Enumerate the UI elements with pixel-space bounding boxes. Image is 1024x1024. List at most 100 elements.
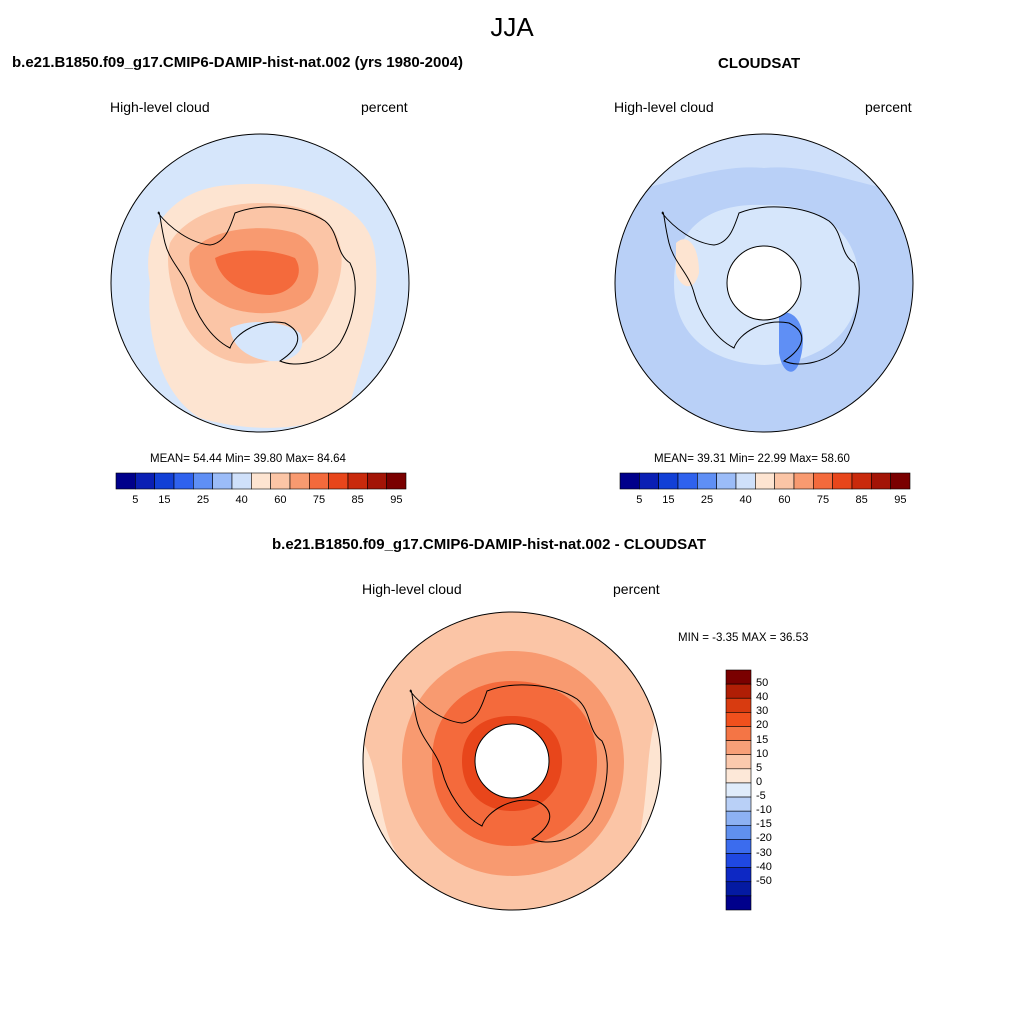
colorbar-swatch (193, 472, 213, 490)
colorbar-swatch (270, 472, 291, 490)
colorbar-tick-label: 85 (351, 494, 364, 506)
panel3-variable: High-level cloud (362, 581, 462, 597)
colorbar-swatch (725, 712, 752, 727)
colorbar-cloudsat-labels: 5 15 25 40 60 75 85 95 (620, 494, 910, 510)
colorbar-swatch (735, 472, 756, 490)
colorbar-swatch (832, 472, 853, 490)
panel3-stats: MIN = -3.35 MAX = 36.53 (678, 632, 809, 644)
colorbar-difference (725, 669, 752, 911)
colorbar-swatch (725, 824, 752, 840)
colorbar-model (115, 472, 407, 490)
colorbar-tick-label: 60 (274, 494, 287, 506)
map-model (110, 133, 410, 433)
colorbar-swatch (725, 726, 752, 741)
colorbar-swatch (725, 768, 752, 784)
colorbar-tick-label: -20 (756, 832, 772, 845)
colorbar-swatch (813, 472, 833, 490)
colorbar-tick-label: 15 (662, 494, 675, 506)
colorbar-model-labels: 5 15 25 40 60 75 85 95 (116, 494, 406, 510)
colorbar-tick-label: 60 (778, 494, 791, 506)
panel2-title: CLOUDSAT (718, 55, 801, 72)
colorbar-swatch (251, 472, 271, 490)
panel1-units: percent (361, 99, 408, 115)
colorbar-swatch (725, 895, 752, 911)
panel1-title: b.e21.B1850.f09_g17.CMIP6-DAMIP-hist-nat… (12, 54, 464, 71)
colorbar-tick-label: 25 (700, 494, 714, 506)
map-difference (362, 611, 662, 911)
colorbar-swatch (725, 796, 752, 812)
colorbar-tick-label: 20 (756, 719, 769, 732)
colorbar-tick-label: 15 (756, 733, 769, 746)
figure-title: JJA (490, 12, 534, 42)
colorbar-swatch (725, 867, 752, 883)
colorbar-difference-labels: 50 40 30 20 15 10 5 0 -5 -10 -15 -20 -30 -40 -50 (756, 670, 796, 910)
colorbar-swatch (347, 472, 368, 490)
panel3-units: percent (613, 581, 660, 597)
panel3-title: b.e21.B1850.f09_g17.CMIP6-DAMIP-hist-nat… (272, 536, 706, 553)
colorbar-swatch (212, 472, 233, 490)
colorbar-swatch (774, 472, 795, 490)
colorbar-swatch (793, 472, 814, 490)
colorbar-swatch (890, 472, 911, 490)
colorbar-swatch (658, 472, 679, 490)
colorbar-cloudsat (619, 472, 911, 490)
panel1-variable: High-level cloud (110, 99, 210, 115)
colorbar-swatch (725, 839, 752, 854)
colorbar-swatch (697, 472, 717, 490)
colorbar-swatch (309, 472, 329, 490)
colorbar-tick-label: 85 (855, 494, 868, 506)
colorbar-tick-label: -15 (756, 818, 772, 831)
colorbar-tick-label: 40 (756, 691, 769, 704)
colorbar-swatch (755, 472, 775, 490)
colorbar-swatch (328, 472, 349, 490)
colorbar-swatch (154, 472, 175, 490)
colorbar-tick-label: 5 (756, 761, 763, 774)
colorbar-swatch (725, 853, 752, 868)
colorbar-tick-label: -5 (756, 790, 766, 803)
colorbar-tick-label: 25 (196, 494, 210, 506)
colorbar-tick-label: 0 (756, 775, 763, 788)
colorbar-tick-label: 95 (894, 494, 907, 506)
colorbar-swatch (135, 472, 155, 490)
colorbar-swatch (639, 472, 659, 490)
colorbar-tick-label: -50 (756, 874, 772, 887)
colorbar-tick-label: 75 (312, 494, 326, 506)
colorbar-swatch (725, 740, 752, 756)
colorbar-swatch (725, 669, 752, 685)
colorbar-swatch (677, 472, 698, 490)
panel1-stats: MEAN= 54.44 Min= 39.80 Max= 84.64 (150, 453, 346, 465)
map-cloudsat (614, 133, 914, 433)
colorbar-tick-label: 10 (756, 747, 769, 760)
colorbar-swatch (173, 472, 194, 490)
colorbar-swatch (851, 472, 872, 490)
colorbar-swatch (725, 881, 752, 897)
colorbar-swatch (619, 472, 640, 490)
colorbar-tick-label: -30 (756, 846, 772, 859)
colorbar-swatch (725, 683, 752, 699)
colorbar-tick-label: 40 (739, 494, 752, 506)
colorbar-tick-label: -10 (756, 804, 772, 817)
colorbar-tick-label: 5 (132, 494, 139, 506)
colorbar-tick-label: 50 (756, 677, 769, 690)
panel2-stats: MEAN= 39.31 Min= 22.99 Max= 58.60 (654, 453, 850, 465)
colorbar-swatch (725, 754, 752, 770)
colorbar-swatch (231, 472, 252, 490)
panel2-units: percent (865, 99, 912, 115)
colorbar-tick-label: 95 (390, 494, 403, 506)
colorbar-tick-label: 30 (756, 705, 769, 718)
colorbar-tick-label: 40 (235, 494, 248, 506)
colorbar-swatch (289, 472, 310, 490)
colorbar-swatch (725, 697, 752, 713)
colorbar-swatch (716, 472, 737, 490)
colorbar-swatch (725, 782, 752, 798)
colorbar-swatch (386, 472, 407, 490)
colorbar-tick-label: 5 (636, 494, 643, 506)
colorbar-tick-label: -40 (756, 860, 772, 873)
colorbar-swatch (367, 472, 387, 490)
colorbar-swatch (871, 472, 891, 490)
colorbar-swatch (115, 472, 136, 490)
colorbar-tick-label: 15 (158, 494, 171, 506)
colorbar-tick-label: 75 (816, 494, 830, 506)
panel2-variable: High-level cloud (614, 99, 714, 115)
colorbar-swatch (725, 810, 752, 826)
